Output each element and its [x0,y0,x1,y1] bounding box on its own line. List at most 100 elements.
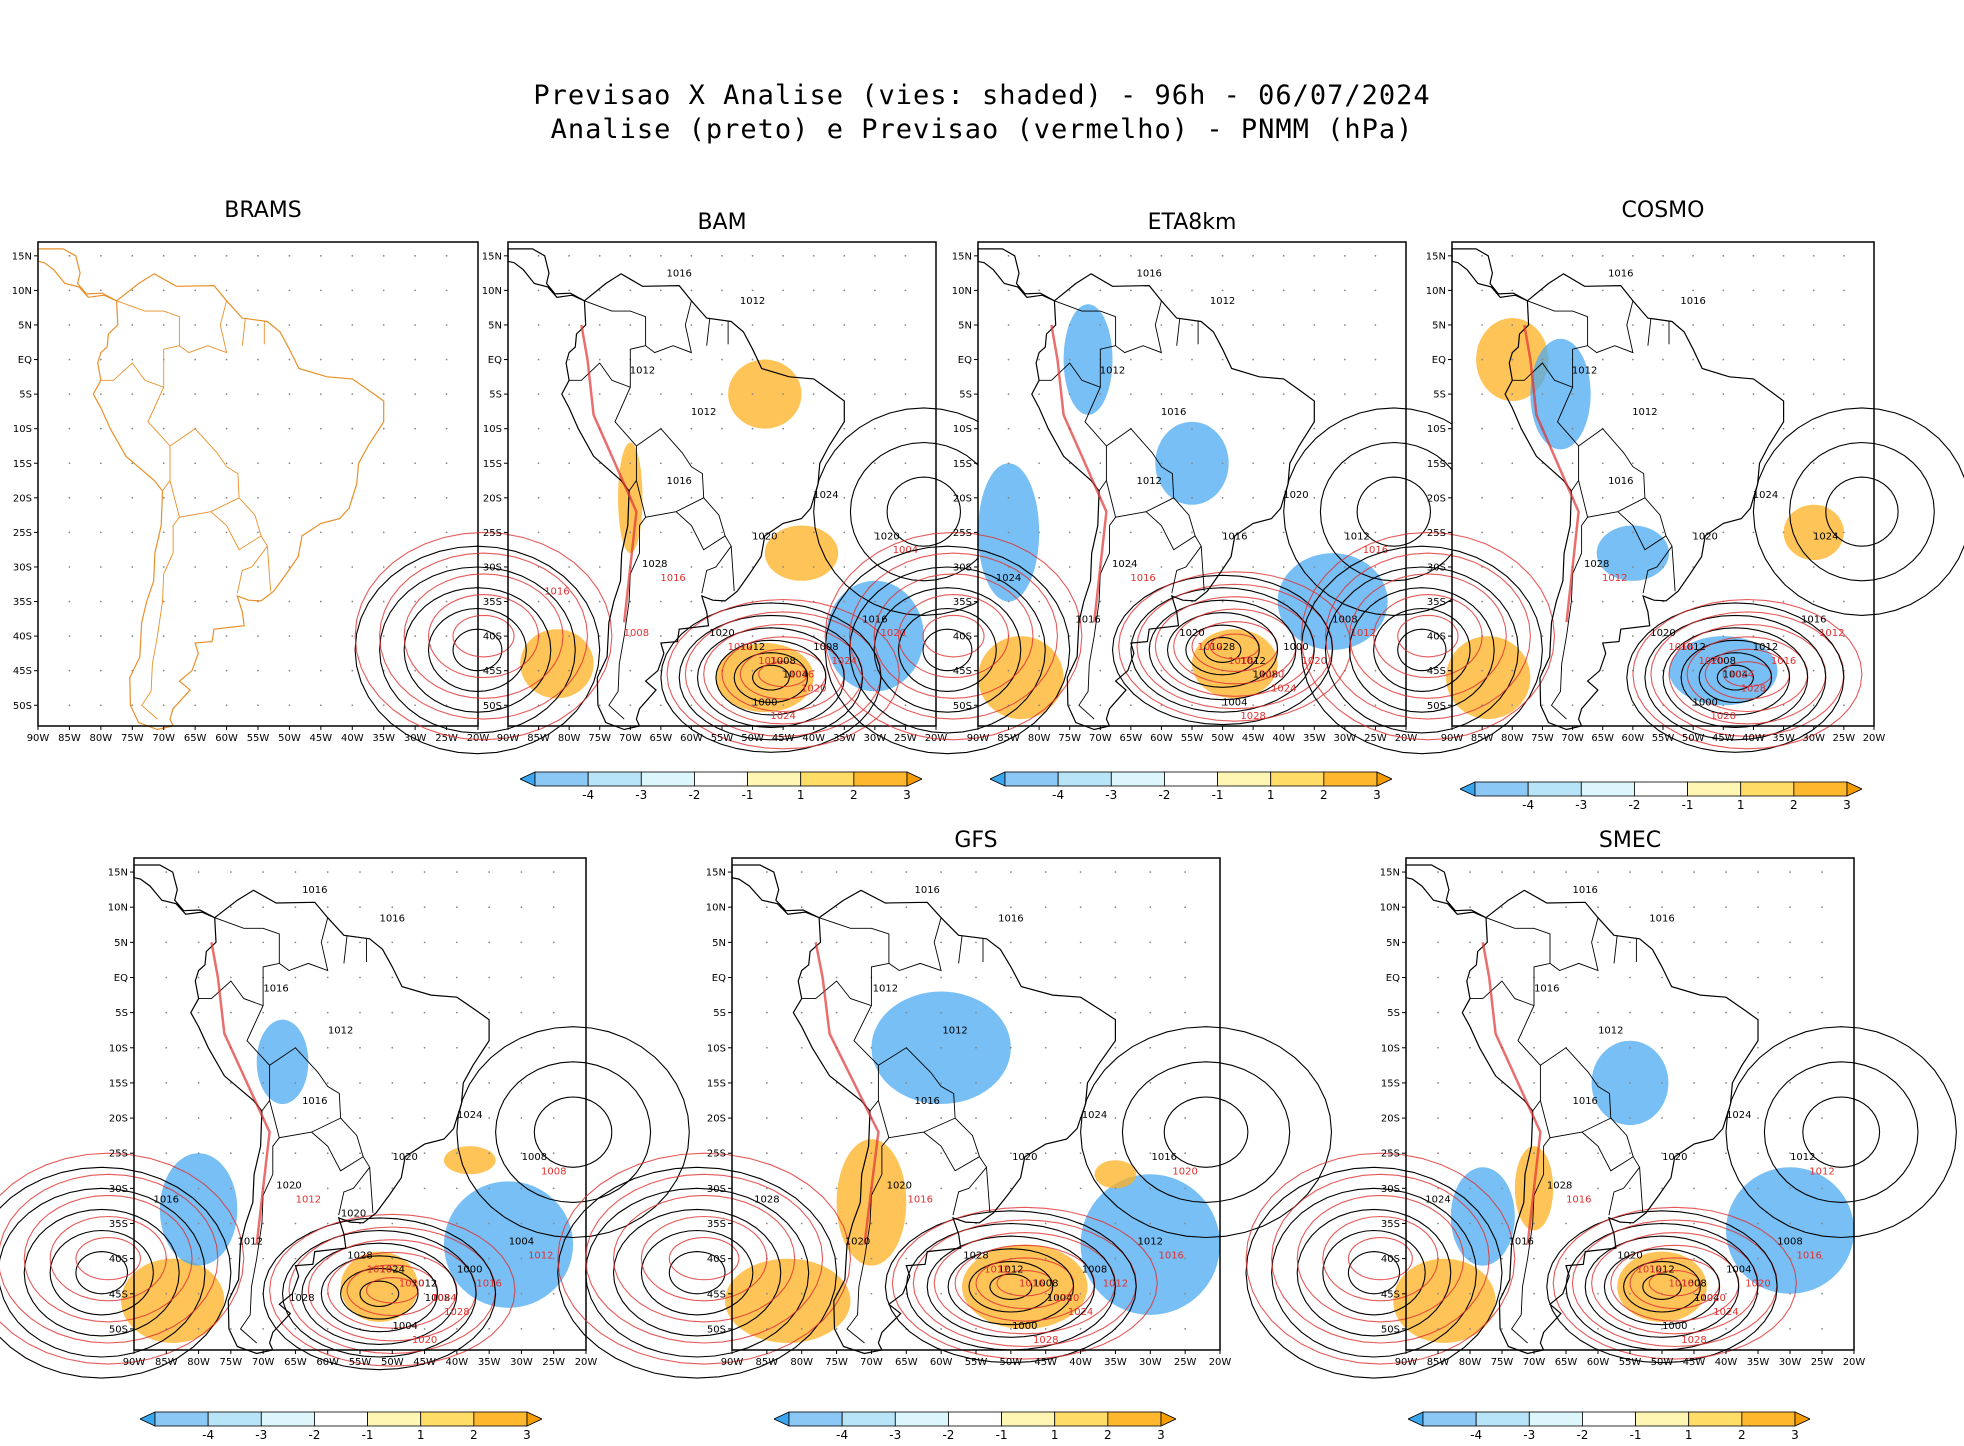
analysis-isobar [1763,1061,1919,1203]
analysis-isobar [752,664,790,691]
analysis-contour-label: 1016 [1572,885,1597,896]
forecast-contour-label: 1024 [770,711,795,722]
panel-title: ETA8km [1147,210,1237,235]
lat-label: 30S [483,562,502,573]
country-border [210,497,262,551]
forecast-contour-label: 1016 [1228,656,1253,667]
lat-label: 40S [109,1254,128,1265]
negative-bias-area [1596,525,1670,581]
lat-label: 5N [114,938,128,949]
analysis-contour-label: 1028 [1547,1180,1572,1191]
lon-label: 90W [967,733,990,744]
lat-label: 5S [1433,390,1446,401]
colorbar-segment [853,771,908,787]
forecast-isobar [1373,594,1483,679]
lon-label: 80W [187,1357,210,1368]
analysis-isobar [1322,1229,1426,1316]
analysis-isobar [1752,407,1964,616]
analysis-isobar [1802,1096,1881,1168]
forecast-isobar [1173,608,1297,685]
analysis-contour-label: 1008 [1033,1279,1058,1290]
analysis-contour-label: 1028 [347,1251,372,1262]
colorbar-label: -4 [202,1428,214,1442]
colorbar-svg: -4-3-2-11234 [773,1411,1218,1442]
analysis-contour-label: 1016 [1222,531,1247,542]
colorbar: -4-3-2-11234 [519,768,964,806]
analysis-contour-label: 1012 [740,296,765,307]
forecast-contour-label: 1012 [728,642,753,653]
forecast-contour-label: 1020 [399,1279,424,1290]
forecast-contour-label: 1028 [1240,711,1265,722]
analysis-isobar [533,1096,613,1168]
lat-label: EQ [1432,355,1446,366]
lat-label: 10N [1380,903,1400,914]
analysis-isobar [1296,1208,1452,1337]
colorbar-svg: -4-3-2-11234 [1407,1411,1852,1442]
lat-label: 10N [482,286,502,297]
forecast-isobar [612,1194,796,1323]
lat-label: 30S [13,562,32,573]
figure-title-line-2: Analise (preto) e Previsao (vermelho) - … [550,114,1414,145]
lat-label: 15N [706,868,726,879]
colorbar-label: -4 [1470,1428,1482,1442]
forecast-contour-label: 1016 [367,1265,392,1276]
analysis-contour-label: 1000 [1662,1321,1687,1332]
lat-label: 30S [707,1184,726,1195]
analysis-isobar [989,1273,1033,1300]
lon-label: 85W [58,733,81,744]
country-border [343,935,348,964]
lon-label: 85W [756,1357,779,1368]
lon-label: 65W [184,733,207,744]
analysis-isobar [585,1187,810,1358]
lat-label: 15N [1426,251,1446,262]
lat-label: 10S [13,424,32,435]
colorbar-segment [473,1411,528,1427]
analysis-contour-label: 1016 [1136,269,1161,280]
analysis-isobar [456,1026,690,1239]
forecast-contour-label: 1024 [832,656,857,667]
lon-label: 45W [413,1357,436,1368]
colorbar-label: 1 [1267,788,1275,802]
analysis-isobar [1356,476,1432,547]
forecast-isobar [912,1219,1137,1348]
colorbar-label: -3 [1575,798,1587,812]
analysis-contour-label: 1012 [1100,365,1125,376]
negative-bias-area [1530,338,1591,450]
lat-label: 50S [953,701,972,712]
grid-dots [1007,254,1377,707]
forecast-isobar [269,1213,516,1367]
colorbar-segment [260,1411,315,1427]
positive-bias-area [121,1258,225,1343]
forecast-isobar [1552,1206,1797,1360]
country-border [958,935,963,964]
country-border [239,1137,280,1344]
analysis-contour-label: 1016 [914,1096,939,1107]
country-border [1512,362,1580,492]
colorbar-right-arrow [1160,1411,1177,1427]
lon-label: 25W [894,733,917,744]
analysis-contour-label: 1008 [1777,1237,1802,1248]
colorbar-segment [587,771,642,787]
lon-label: 80W [790,1357,813,1368]
colorbar-label: -2 [1158,788,1170,802]
lon-label: 45W [310,733,333,744]
colorbar-segment [1323,771,1378,787]
lat-label: 25S [109,1149,128,1160]
forecast-isobar [1136,583,1334,710]
forecast-isobar [739,648,827,700]
forecast-isobar [1322,1215,1439,1302]
colorbar-right-arrow [526,1411,543,1427]
country-border [1176,318,1181,346]
analysis-isobar [301,1242,458,1345]
colorbar-label: 1 [1051,1428,1059,1442]
lon-label: 65W [1591,733,1614,744]
analysis-isobar [427,607,527,692]
colorbar-segment [747,771,802,787]
colorbar-label: -1 [1630,1428,1642,1442]
lat-label: 40S [953,632,972,643]
colorbar-segment [1474,781,1529,797]
country-border [675,497,726,551]
analysis-isobar [495,1061,652,1203]
colorbar-segment [948,1411,1002,1427]
forecast-contour-label: 1020 [880,628,905,639]
